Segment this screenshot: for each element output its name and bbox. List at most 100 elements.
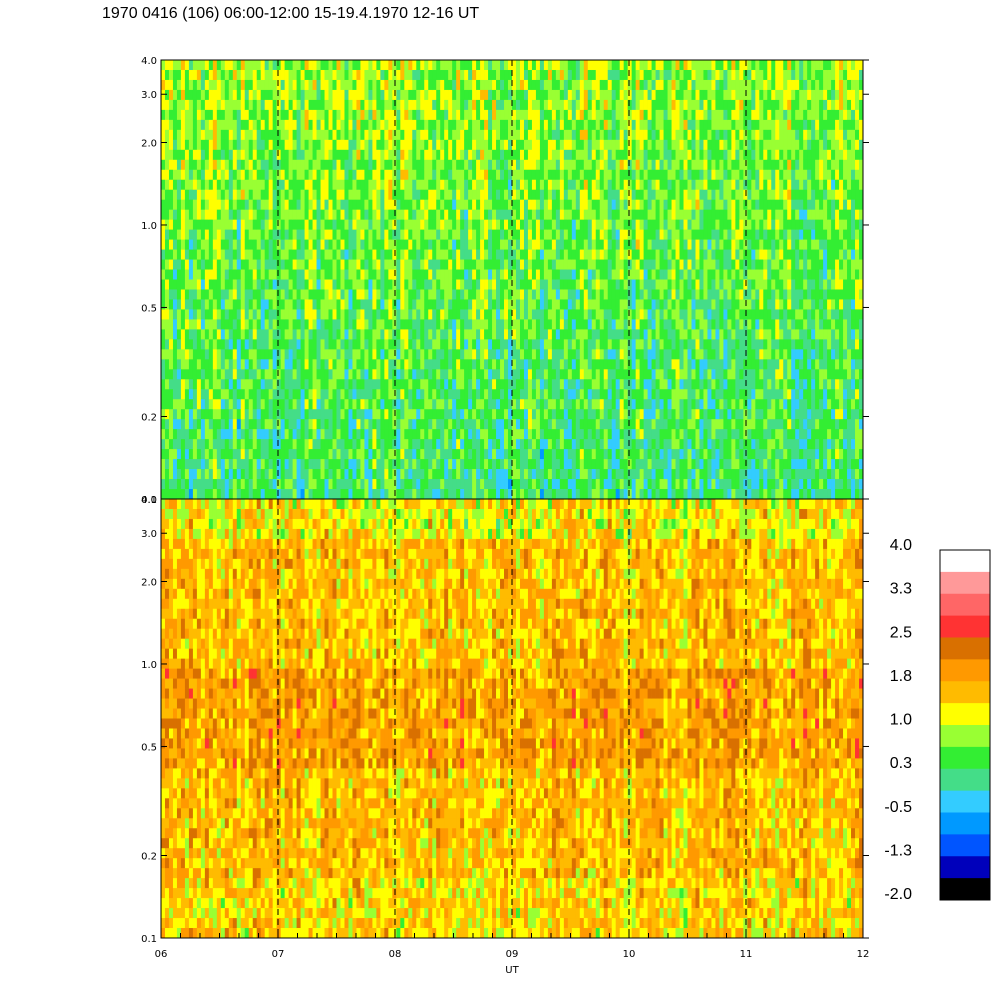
heatmap-cell [519,419,525,430]
heatmap-cell [336,389,341,400]
heatmap-cell [372,109,377,121]
heatmap-cell [595,229,601,240]
heatmap-cell [172,159,178,171]
heatmap-cell [607,419,613,430]
heatmap-cell [551,269,557,280]
heatmap-cell [595,60,601,71]
heatmap-cell [504,449,509,460]
heatmap-cell [268,60,273,71]
heatmap-cell [539,329,545,340]
heatmap-cell [551,289,557,300]
heatmap-cell [508,99,513,111]
heatmap-cell [352,419,357,430]
heatmap-cell [320,179,325,191]
heatmap-cell [168,379,174,390]
heatmap-cell [575,109,581,121]
heatmap-cell [587,139,593,151]
heatmap-cell [444,449,449,460]
heatmap-cell [292,419,297,430]
heatmap-cell [480,249,485,260]
heatmap-cell [204,389,210,400]
heatmap-cell [320,249,325,260]
heatmap-cell [504,289,509,300]
heatmap-cell [232,199,238,210]
heatmap-cell [567,289,573,300]
heatmap-cell [444,149,449,161]
heatmap-cell [192,269,198,280]
heatmap-cell [300,229,305,240]
heatmap-cell [432,259,437,270]
heatmap-cell [161,279,166,290]
heatmap-cell [268,89,273,101]
heatmap-cell [161,209,166,220]
heatmap-cell [304,259,309,270]
heatmap-cell [268,409,273,420]
heatmap-cell [316,309,321,320]
heatmap-cell [304,149,309,161]
heatmap-cell [476,329,481,340]
heatmap-cell [392,339,397,350]
heatmap-cell [607,249,613,260]
heatmap-cell [176,319,182,330]
heatmap-cell [352,219,357,230]
heatmap-cell [551,399,557,410]
heatmap-cell [492,60,497,71]
heatmap-cell [320,409,325,420]
heatmap-cell [404,439,409,450]
heatmap-cell [408,449,413,460]
heatmap-cell [192,439,198,450]
heatmap-cell [567,109,573,121]
heatmap-cell [356,60,361,71]
heatmap-cell [352,439,357,450]
heatmap-cell [312,399,317,410]
heatmap-cell [380,89,385,101]
heatmap-cell [232,209,238,220]
heatmap-cell [396,439,401,450]
heatmap-cell [161,459,166,470]
heatmap-cell [376,109,381,121]
heatmap-cell [400,309,405,320]
heatmap-cell [180,289,186,300]
heatmap-cell [567,369,573,380]
heatmap-cell [484,389,489,400]
heatmap-cell [508,329,513,340]
heatmap-cell [212,199,218,210]
heatmap-cell [468,459,473,470]
heatmap-cell [424,389,429,400]
heatmap-cell [192,399,198,410]
heatmap-cell [376,219,381,230]
heatmap-cell [603,279,609,290]
heatmap-cell [508,449,513,460]
heatmap-cell [456,489,461,500]
heatmap-cell [360,349,365,360]
heatmap-cell [575,409,581,420]
heatmap-cell [364,109,369,121]
heatmap-cell [368,259,373,270]
heatmap-cell [164,259,170,270]
heatmap-cell [384,279,389,290]
heatmap-cell [268,119,273,131]
heatmap-cell [392,179,397,191]
heatmap-cell [180,219,186,230]
heatmap-cell [332,109,337,121]
heatmap-cell [460,289,465,300]
heatmap-cell [328,139,333,151]
heatmap-cell [599,329,605,340]
heatmap-cell [388,209,393,220]
heatmap-cell [296,249,301,260]
heatmap-cell [236,239,242,250]
heatmap-cell [208,269,214,280]
heatmap-cell [220,399,226,410]
heatmap-cell [228,339,234,350]
heatmap-cell [324,269,329,280]
heatmap-cell [212,289,218,300]
heatmap-cell [400,239,405,250]
heatmap-cell [535,399,541,410]
heatmap-cell [228,389,234,400]
heatmap-cell [527,79,533,91]
heatmap-cell [204,199,210,210]
heatmap-cell [496,179,501,191]
heatmap-cell [579,199,585,210]
heatmap-cell [579,349,585,360]
heatmap-cell [460,159,465,171]
